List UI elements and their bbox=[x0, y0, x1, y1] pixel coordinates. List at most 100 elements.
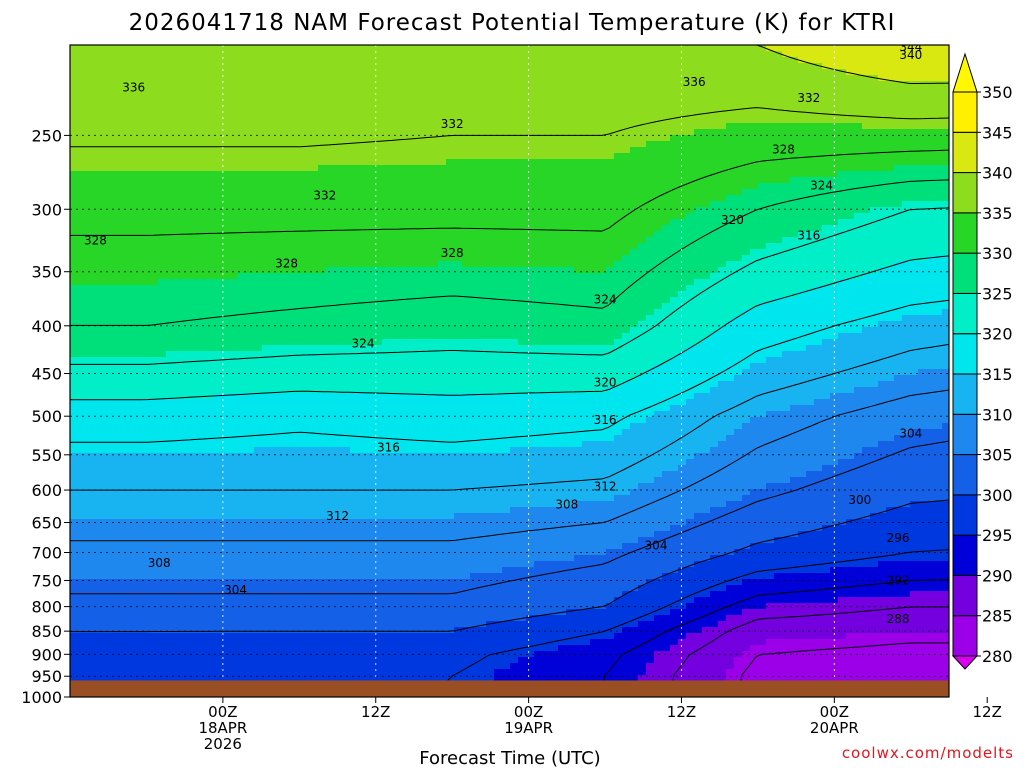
heatmap-cell bbox=[246, 195, 255, 202]
heatmap-cell bbox=[86, 93, 95, 100]
heatmap-cell bbox=[94, 279, 103, 286]
heatmap-cell bbox=[238, 81, 247, 88]
heatmap-cell bbox=[166, 159, 175, 166]
heatmap-cell bbox=[390, 657, 399, 664]
heatmap-cell bbox=[302, 477, 311, 484]
heatmap-cell bbox=[222, 237, 231, 244]
heatmap-cell bbox=[406, 609, 415, 616]
heatmap-cell bbox=[334, 291, 343, 298]
heatmap-cell bbox=[70, 561, 79, 568]
heatmap-cell bbox=[86, 657, 95, 664]
heatmap-cell bbox=[390, 423, 399, 430]
heatmap-cell bbox=[118, 165, 127, 172]
heatmap-cell bbox=[318, 543, 327, 550]
heatmap-cell bbox=[254, 219, 263, 226]
heatmap-cell bbox=[86, 285, 95, 292]
heatmap-cell bbox=[382, 345, 391, 352]
heatmap-cell bbox=[254, 303, 263, 310]
heatmap-cell bbox=[310, 195, 319, 202]
heatmap-cell bbox=[398, 81, 407, 88]
heatmap-cell bbox=[310, 207, 319, 214]
heatmap-cell bbox=[70, 273, 79, 280]
heatmap-cell bbox=[86, 267, 95, 274]
heatmap-cell bbox=[206, 573, 215, 580]
heatmap-cell bbox=[390, 333, 399, 340]
heatmap-cell bbox=[270, 357, 279, 364]
heatmap-cell bbox=[390, 183, 399, 190]
heatmap-cell bbox=[398, 513, 407, 520]
heatmap-cell bbox=[158, 429, 167, 436]
heatmap-cell bbox=[238, 321, 247, 328]
heatmap-cell bbox=[350, 351, 359, 358]
heatmap-cell bbox=[310, 429, 319, 436]
heatmap-cell bbox=[278, 339, 287, 346]
heatmap-cell bbox=[70, 597, 79, 604]
heatmap-cell bbox=[166, 261, 175, 268]
heatmap-cell bbox=[270, 417, 279, 424]
heatmap-cell bbox=[222, 123, 231, 130]
heatmap-cell bbox=[374, 465, 383, 472]
heatmap-cell bbox=[310, 159, 319, 166]
heatmap-cell bbox=[422, 75, 431, 82]
heatmap-cell bbox=[110, 57, 119, 64]
heatmap-cell bbox=[278, 399, 287, 406]
heatmap-cell bbox=[326, 501, 335, 508]
heatmap-cell bbox=[182, 675, 191, 682]
heatmap-cell bbox=[222, 219, 231, 226]
heatmap-cell bbox=[86, 507, 95, 514]
heatmap-cell bbox=[302, 249, 311, 256]
heatmap-cell bbox=[310, 225, 319, 232]
heatmap-cell bbox=[334, 417, 343, 424]
heatmap-cell bbox=[222, 453, 231, 460]
heatmap-cell bbox=[206, 219, 215, 226]
heatmap-cell bbox=[206, 525, 215, 532]
heatmap-cell bbox=[86, 531, 95, 538]
heatmap-cell bbox=[190, 465, 199, 472]
heatmap-cell bbox=[182, 381, 191, 388]
heatmap-cell bbox=[142, 183, 151, 190]
heatmap-cell bbox=[334, 249, 343, 256]
heatmap-cell bbox=[270, 423, 279, 430]
heatmap-cell bbox=[110, 519, 119, 526]
heatmap-cell bbox=[150, 255, 159, 262]
heatmap-cell bbox=[254, 423, 263, 430]
heatmap-cell bbox=[278, 141, 287, 148]
heatmap-cell bbox=[382, 597, 391, 604]
heatmap-cell bbox=[190, 339, 199, 346]
heatmap-cell bbox=[262, 261, 271, 268]
heatmap-cell bbox=[326, 309, 335, 316]
heatmap-cell bbox=[366, 363, 375, 370]
heatmap-cell bbox=[174, 483, 183, 490]
heatmap-cell bbox=[110, 207, 119, 214]
heatmap-cell bbox=[238, 597, 247, 604]
heatmap-cell bbox=[262, 465, 271, 472]
heatmap-cell bbox=[182, 435, 191, 442]
heatmap-cell bbox=[94, 627, 103, 634]
heatmap-cell bbox=[142, 297, 151, 304]
heatmap-cell bbox=[166, 243, 175, 250]
heatmap-cell bbox=[254, 81, 263, 88]
heatmap-cell bbox=[126, 177, 135, 184]
heatmap-cell bbox=[398, 69, 407, 76]
heatmap-cell bbox=[238, 381, 247, 388]
heatmap-cell bbox=[374, 489, 383, 496]
heatmap-cell bbox=[278, 351, 287, 358]
heatmap-cell bbox=[142, 279, 151, 286]
heatmap-cell bbox=[134, 87, 143, 94]
heatmap-cell bbox=[78, 291, 87, 298]
heatmap-cell bbox=[430, 303, 439, 310]
heatmap-cell bbox=[382, 267, 391, 274]
heatmap-cell bbox=[286, 213, 295, 220]
heatmap-cell bbox=[70, 393, 79, 400]
heatmap-cell bbox=[398, 669, 407, 676]
heatmap-cell bbox=[398, 159, 407, 166]
heatmap-cell bbox=[190, 363, 199, 370]
heatmap-cell bbox=[414, 657, 423, 664]
heatmap-cell bbox=[222, 105, 231, 112]
heatmap-cell bbox=[174, 639, 183, 646]
heatmap-cell bbox=[294, 423, 303, 430]
heatmap-cell bbox=[222, 495, 231, 502]
heatmap-cell bbox=[398, 261, 407, 268]
heatmap-cell bbox=[182, 303, 191, 310]
heatmap-cell bbox=[246, 597, 255, 604]
